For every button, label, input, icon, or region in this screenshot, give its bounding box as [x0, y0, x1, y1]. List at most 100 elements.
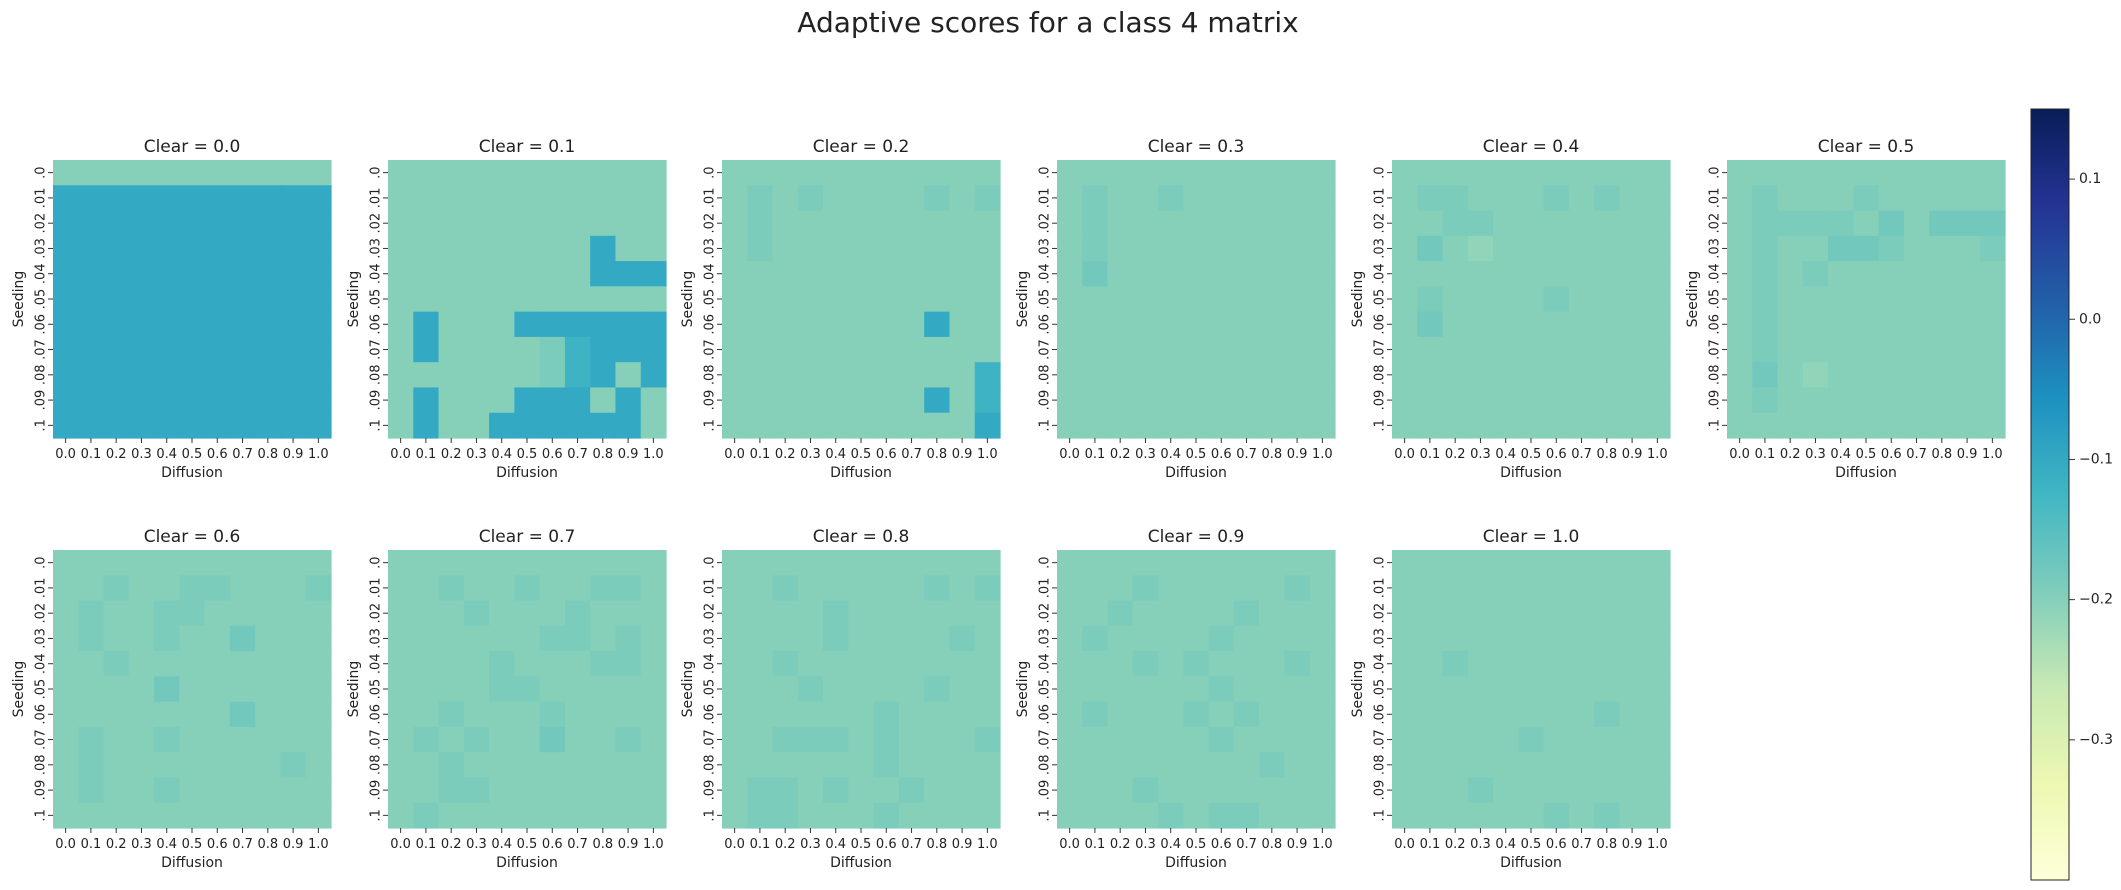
heatmap-cell: [103, 676, 130, 703]
heatmap-cell: [1594, 185, 1621, 212]
heatmap-cell: [1309, 802, 1336, 829]
x-tick-label: 0.5: [182, 447, 203, 462]
heatmap-cell: [1417, 802, 1444, 829]
heatmap-cell: [1158, 701, 1184, 728]
heatmap-cell: [1309, 550, 1336, 576]
y-tick-label: .04: [369, 653, 384, 674]
heatmap-cell: [1644, 210, 1671, 237]
heatmap-cell: [848, 625, 875, 652]
heatmap-cell: [797, 311, 824, 338]
y-tick-label: .09: [1708, 390, 1723, 411]
heatmap-cell: [590, 286, 617, 313]
heatmap-cell: [1183, 600, 1210, 627]
heatmap-cell: [53, 286, 79, 313]
heatmap-cell: [179, 726, 206, 753]
x-axis-label: Diffusion: [496, 855, 558, 871]
heatmap-cell: [539, 651, 566, 677]
heatmap-cell: [280, 651, 307, 677]
y-tick-label: .01: [369, 578, 384, 599]
figure-title: Adaptive scores for a class 4 matrix: [797, 6, 1298, 39]
heatmap-cell: [1107, 701, 1134, 728]
heatmap-cell: [615, 286, 642, 313]
heatmap-cell: [1543, 625, 1570, 652]
heatmap-cell: [974, 676, 1001, 703]
heatmap-cell: [747, 185, 774, 212]
heatmap-cell: [103, 550, 130, 576]
heatmap-cell: [1644, 575, 1671, 602]
heatmap-cell: [1057, 160, 1083, 186]
heatmap-cell: [78, 777, 105, 804]
heatmap-cell: [204, 160, 231, 186]
heatmap-cell: [974, 286, 1001, 313]
heatmap-cell: [128, 550, 155, 576]
heatmap-cell: [1132, 676, 1159, 703]
heatmap-cell: [280, 160, 307, 186]
x-tick-label: 0.6: [876, 837, 897, 852]
heatmap-cell: [255, 651, 282, 677]
heatmap-cell: [1727, 311, 1753, 338]
heatmap-cell: [489, 625, 515, 652]
colorbar: −0.3−0.2−0.10.00.1: [2030, 108, 2113, 881]
y-tick-label: .08: [34, 754, 49, 775]
heatmap-cell: [873, 286, 900, 313]
heatmap-cell: [1259, 752, 1286, 779]
heatmap-cell: [1417, 777, 1444, 804]
heatmap-cell: [413, 412, 440, 439]
heatmap-cell: [388, 726, 414, 753]
heatmap-cell: [1107, 362, 1134, 389]
heatmap-cell: [747, 261, 774, 287]
heatmap-cell: [924, 777, 951, 804]
heatmap-cell: [640, 600, 667, 627]
panel-title: Clear = 0.9: [1148, 527, 1245, 547]
heatmap-cell: [514, 160, 541, 186]
heatmap-cell: [1568, 676, 1595, 703]
heatmap-cell: [154, 550, 180, 576]
heatmap-cell: [53, 701, 79, 728]
heatmap-cell: [1132, 701, 1159, 728]
heatmap-cell: [1132, 160, 1159, 186]
heatmap-cell: [1644, 600, 1671, 627]
heatmap-cell: [1619, 726, 1646, 753]
heatmap-cell: [1644, 311, 1671, 338]
heatmap-cell: [204, 286, 231, 313]
heatmap-cell: [848, 387, 875, 414]
heatmap-cell: [1392, 210, 1418, 237]
heatmap-cell: [1594, 210, 1621, 237]
heatmap-cell: [722, 802, 748, 829]
x-tick-label: 0.9: [618, 837, 639, 852]
heatmap-cell: [53, 210, 79, 237]
heatmap-cell: [1518, 575, 1545, 602]
heatmap-cell: [1594, 311, 1621, 338]
heatmap-cell: [539, 286, 566, 313]
heatmap-cell: [564, 286, 591, 313]
heatmap-cell: [413, 651, 440, 677]
heatmap-cell: [640, 550, 667, 576]
heatmap-cell: [229, 286, 256, 313]
y-tick-label: .01: [703, 188, 718, 209]
x-tick-label: 0.3: [1470, 837, 1491, 852]
y-tick-label: .02: [1373, 213, 1388, 234]
heatmap-cell: [103, 286, 130, 313]
heatmap-cell: [1752, 412, 1779, 439]
heatmap-cell: [53, 235, 79, 262]
heatmap-cell: [1107, 550, 1134, 576]
heatmap-cell: [1979, 362, 2006, 389]
heatmap-cell: [305, 261, 332, 287]
heatmap-cell: [1828, 210, 1854, 237]
heatmap-cell: [1417, 412, 1444, 439]
heatmap-cell: [128, 412, 155, 439]
heatmap-cell: [1878, 235, 1905, 262]
heatmap-cell: [1284, 701, 1311, 728]
heatmap-cell: [1309, 311, 1336, 338]
heatmap-cell: [1727, 286, 1753, 313]
heatmap-cell: [898, 802, 925, 829]
heatmap-cell: [1752, 210, 1779, 237]
heatmap-cell: [78, 802, 105, 829]
heatmap-cell: [413, 336, 440, 363]
heatmap-cell: [949, 726, 976, 753]
y-tick-label: .05: [34, 289, 49, 310]
heatmap-cell: [1107, 210, 1134, 237]
heatmap-cell: [898, 752, 925, 779]
x-tick-label: 0.2: [775, 447, 796, 462]
heatmap-cell: [1442, 160, 1469, 186]
